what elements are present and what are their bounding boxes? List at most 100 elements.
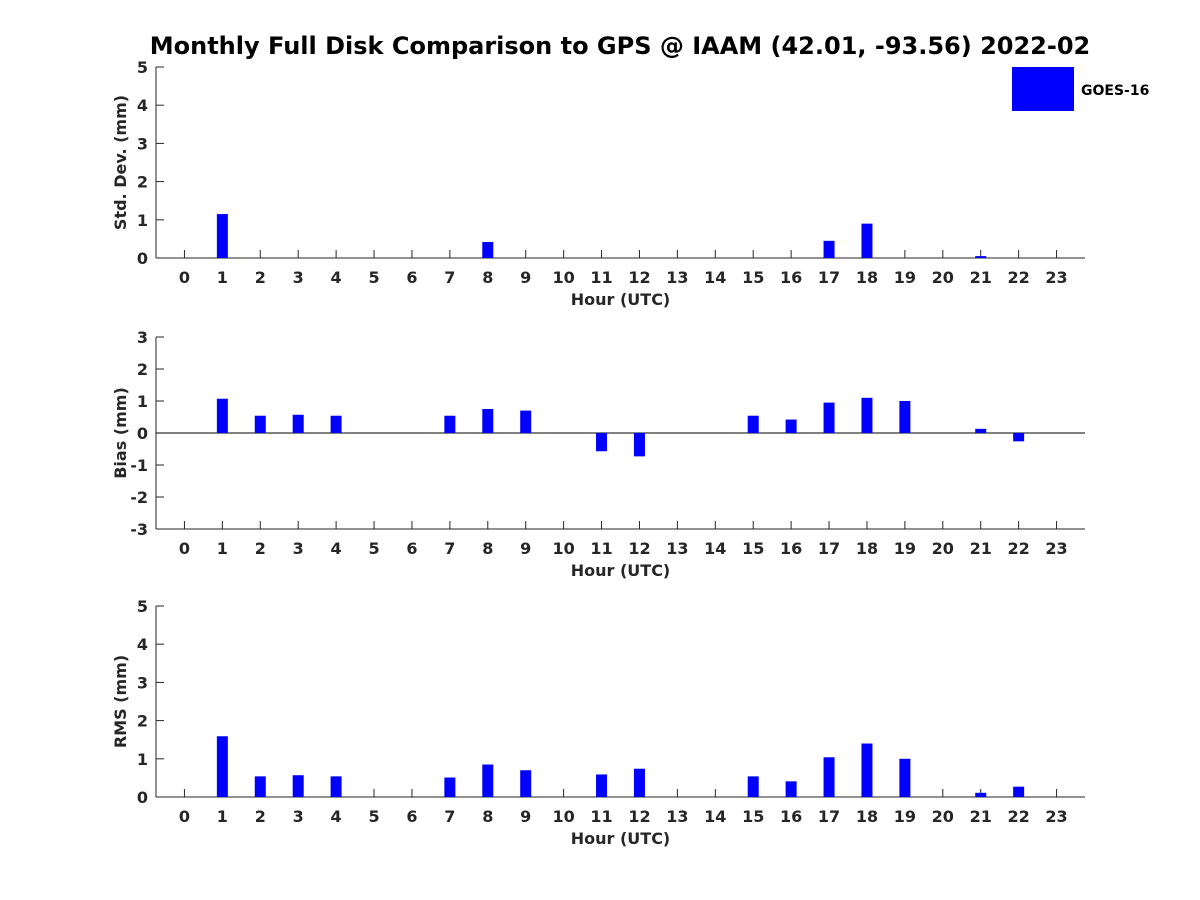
- bar: [785, 419, 797, 433]
- bar: [254, 776, 266, 797]
- y-tick-label: 4: [137, 96, 148, 115]
- x-tick-label: 5: [368, 807, 379, 826]
- x-tick-label: 4: [331, 807, 342, 826]
- x-tick-label: 13: [666, 807, 688, 826]
- x-tick-label: 13: [666, 268, 688, 287]
- bar: [596, 433, 608, 452]
- bar: [1013, 433, 1025, 442]
- x-tick-label: 8: [482, 539, 493, 558]
- y-tick-label: -3: [130, 520, 148, 539]
- y-tick-label: 1: [137, 211, 148, 230]
- x-tick-label: 17: [818, 268, 840, 287]
- x-tick-label: 9: [520, 539, 531, 558]
- y-tick-label: -2: [130, 488, 148, 507]
- x-tick-label: 8: [482, 268, 493, 287]
- x-tick-label: 4: [331, 539, 342, 558]
- x-tick-label: 16: [780, 268, 802, 287]
- y-tick-label: 0: [137, 788, 148, 807]
- bar: [1013, 786, 1025, 797]
- x-tick-label: 14: [704, 268, 726, 287]
- x-tick-label: 12: [628, 807, 650, 826]
- x-tick-label: 16: [780, 807, 802, 826]
- bar: [444, 415, 456, 433]
- x-tick-label: 22: [1008, 539, 1030, 558]
- x-tick-label: 0: [179, 268, 190, 287]
- x-tick-label: 6: [406, 539, 417, 558]
- bar: [520, 410, 532, 433]
- y-tick-label: 3: [137, 328, 148, 347]
- y-axis-label: RMS (mm): [111, 655, 130, 748]
- x-tick-label: 10: [552, 268, 574, 287]
- bar: [899, 401, 911, 433]
- x-tick-label: 15: [742, 268, 764, 287]
- x-tick-label: 2: [255, 807, 266, 826]
- x-tick-label: 9: [520, 268, 531, 287]
- y-tick-label: 1: [137, 392, 148, 411]
- legend-swatch-goes-16: [1012, 67, 1074, 111]
- x-tick-label: 6: [406, 807, 417, 826]
- x-tick-label: 7: [444, 268, 455, 287]
- x-tick-label: 7: [444, 539, 455, 558]
- x-tick-label: 1: [217, 268, 228, 287]
- x-tick-label: 2: [255, 539, 266, 558]
- x-tick-label: 3: [293, 268, 304, 287]
- y-axis-label: Std. Dev. (mm): [111, 95, 130, 230]
- x-tick-label: 11: [590, 539, 612, 558]
- x-tick-label: 4: [331, 268, 342, 287]
- bar: [785, 781, 797, 797]
- bar: [330, 415, 342, 433]
- x-axis-label: Hour (UTC): [571, 561, 671, 580]
- x-tick-label: 21: [970, 807, 992, 826]
- x-tick-label: 14: [704, 807, 726, 826]
- x-tick-label: 18: [856, 268, 878, 287]
- legend-label-goes-16: GOES-16: [1081, 83, 1149, 99]
- x-tick-label: 17: [818, 807, 840, 826]
- x-tick-label: 21: [970, 268, 992, 287]
- x-tick-label: 18: [856, 807, 878, 826]
- bar: [823, 240, 835, 258]
- x-tick-label: 19: [894, 807, 916, 826]
- chart-title: Monthly Full Disk Comparison to GPS @ IA…: [150, 32, 1090, 60]
- x-tick-label: 2: [255, 268, 266, 287]
- y-tick-label: 2: [137, 712, 148, 731]
- bar: [861, 223, 873, 258]
- x-tick-label: 18: [856, 539, 878, 558]
- bar: [254, 415, 266, 433]
- y-tick-label: 1: [137, 750, 148, 769]
- y-tick-label: 0: [137, 424, 148, 443]
- x-tick-label: 0: [179, 539, 190, 558]
- x-tick-label: 15: [742, 539, 764, 558]
- y-tick-label: 2: [137, 360, 148, 379]
- x-tick-label: 1: [217, 807, 228, 826]
- y-tick-label: 5: [137, 58, 148, 77]
- x-tick-label: 6: [406, 268, 417, 287]
- bar: [330, 776, 342, 797]
- x-axis-label: Hour (UTC): [571, 829, 671, 848]
- bar: [861, 397, 873, 433]
- bar: [520, 770, 532, 797]
- x-tick-label: 17: [818, 539, 840, 558]
- x-tick-label: 23: [1045, 268, 1067, 287]
- x-tick-label: 7: [444, 807, 455, 826]
- x-tick-label: 3: [293, 539, 304, 558]
- x-tick-label: 20: [932, 539, 954, 558]
- bar: [633, 768, 645, 797]
- bar: [747, 415, 759, 433]
- x-tick-label: 12: [628, 268, 650, 287]
- x-tick-label: 22: [1008, 807, 1030, 826]
- x-tick-label: 20: [932, 807, 954, 826]
- legend: GOES-16: [1012, 67, 1149, 111]
- x-tick-label: 9: [520, 807, 531, 826]
- bar: [216, 398, 228, 433]
- bar: [482, 409, 494, 433]
- bar: [899, 758, 911, 797]
- x-tick-label: 19: [894, 539, 916, 558]
- x-tick-label: 5: [368, 268, 379, 287]
- y-tick-label: 2: [137, 173, 148, 192]
- x-tick-label: 1: [217, 539, 228, 558]
- y-axis-label: Bias (mm): [111, 387, 130, 479]
- x-tick-label: 5: [368, 539, 379, 558]
